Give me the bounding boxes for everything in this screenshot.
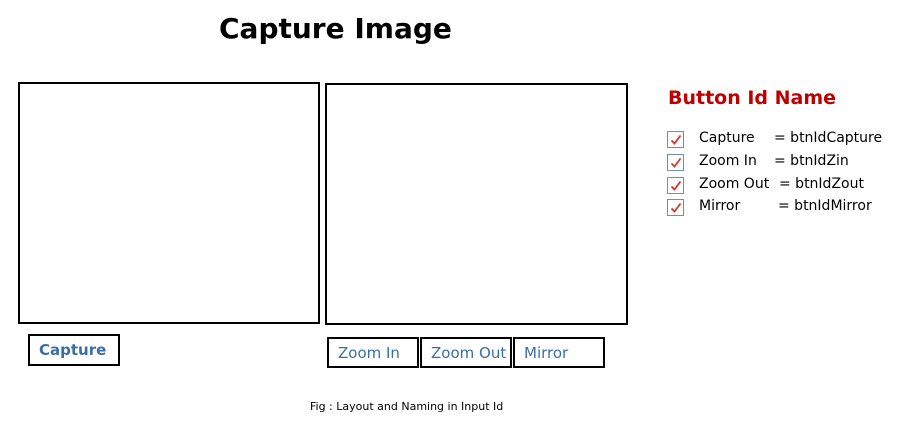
legend-item-name: Mirror bbox=[699, 198, 741, 214]
capture-button[interactable]: Capture bbox=[28, 334, 120, 366]
page-title: Capture Image bbox=[219, 12, 452, 45]
legend-item-id: = btnIdZout bbox=[779, 176, 864, 192]
legend-item-name: Zoom In bbox=[699, 153, 757, 169]
checkbox-checked-icon bbox=[667, 154, 684, 171]
legend-item-name: Capture bbox=[699, 130, 755, 146]
legend-item-id: = btnIdMirror bbox=[778, 198, 872, 214]
preview-image-panel bbox=[325, 83, 628, 325]
zoom-in-button[interactable]: Zoom In bbox=[327, 337, 419, 368]
legend-item-name: Zoom Out bbox=[699, 176, 770, 192]
checkbox-checked-icon bbox=[667, 131, 684, 148]
checkbox-checked-icon bbox=[667, 199, 684, 216]
mirror-button[interactable]: Mirror bbox=[513, 337, 605, 368]
legend-item-id: = btnIdZin bbox=[774, 153, 849, 169]
capture-image-panel bbox=[18, 82, 320, 324]
legend-title: Button Id Name bbox=[668, 87, 837, 109]
checkbox-checked-icon bbox=[667, 177, 684, 194]
figure-caption: Fig : Layout and Naming in Input Id bbox=[310, 400, 504, 413]
legend-item-id: = btnIdCapture bbox=[774, 130, 883, 146]
zoom-out-button[interactable]: Zoom Out bbox=[420, 337, 512, 368]
